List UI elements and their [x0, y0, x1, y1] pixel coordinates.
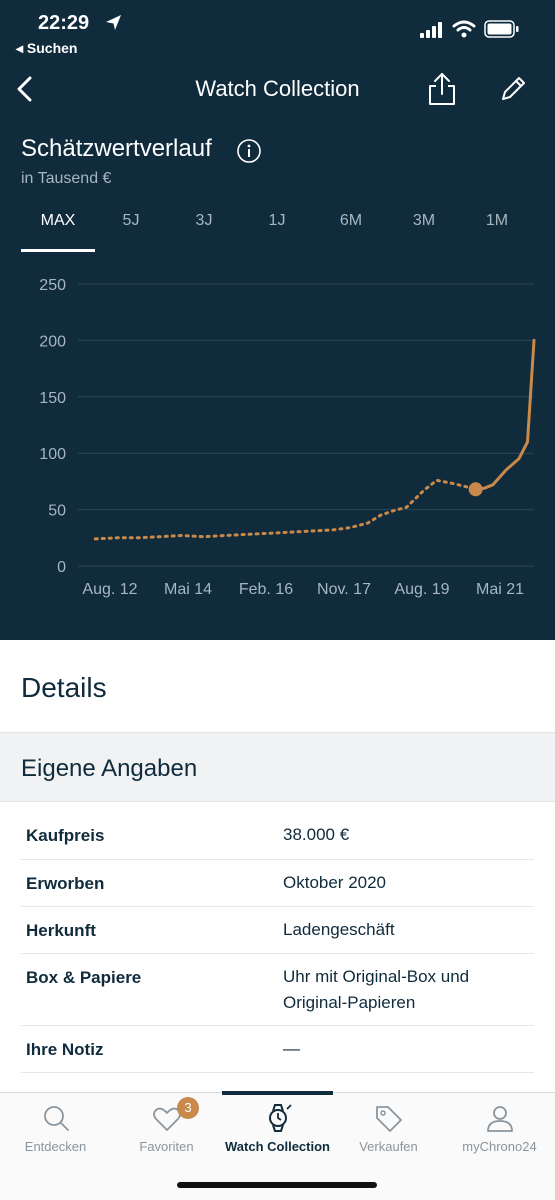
home-indicator [177, 1182, 377, 1188]
details-list: Kaufpreis 38.000 € Erworben Oktober 2020 Her… [21, 812, 534, 1073]
detail-value: Ladengeschäft [283, 920, 395, 939]
range-tab-3j[interactable]: 3J [195, 212, 213, 229]
actual-value-line [474, 338, 536, 491]
tag-icon [376, 1106, 402, 1132]
status-bar: 22:29 ◂ Suchen [0, 0, 555, 62]
y-tick-label: 250 [39, 277, 66, 294]
battery-icon [484, 20, 519, 38]
tab-label: Watch Collection [225, 1139, 330, 1154]
back-to-app-link[interactable]: ◂ Suchen [16, 40, 78, 56]
detail-row: Erworben Oktober 2020 [21, 860, 534, 907]
x-tick-label: Nov. 17 [317, 581, 371, 598]
purchase-point-marker [468, 482, 483, 497]
tab-label: Entdecken [24, 1139, 87, 1154]
value-history-chart[interactable]: 0 50 100 150 200 250 Aug. 12 Mai 14 Feb. 16 Nov. … [0, 262, 555, 612]
range-tab-max[interactable]: MAX [40, 212, 76, 229]
estimated-value-line [93, 478, 478, 541]
detail-row: Herkunft Ladengeschäft [21, 907, 534, 954]
detail-row: Kaufpreis 38.000 € [21, 812, 534, 860]
info-icon[interactable] [236, 138, 262, 164]
detail-label: Box & Papiere [26, 968, 142, 987]
x-tick-label: Mai 14 [164, 581, 212, 598]
tab-label: myChrono24 [462, 1139, 537, 1154]
y-tick-label: 150 [39, 390, 66, 407]
y-tick-label: 50 [48, 503, 66, 520]
x-tick-label: Aug. 19 [394, 581, 449, 598]
tab-entdecken[interactable]: Entdecken [0, 1093, 111, 1163]
tab-mychrono24[interactable]: myChrono24 [444, 1093, 555, 1163]
active-tab-indicator [222, 1091, 333, 1095]
active-range-underline [21, 249, 95, 252]
tab-label: Verkaufen [359, 1139, 418, 1154]
chart-unit-label: in Tausend € [21, 170, 112, 187]
location-arrow-icon [106, 15, 121, 30]
user-icon [487, 1106, 513, 1132]
section-title: Eigene Angaben [21, 755, 198, 782]
detail-row: Ihre Notiz — [21, 1026, 534, 1073]
y-tick-label: 200 [39, 333, 66, 350]
y-tick-label: 0 [57, 559, 66, 576]
search-icon [44, 1106, 69, 1131]
section-header: Eigene Angaben [0, 732, 555, 802]
detail-row: Box & Papiere Uhr mit Original-Box und Or… [21, 954, 534, 1026]
range-tab-5j[interactable]: 5J [122, 212, 140, 229]
range-tab-6m[interactable]: 6M [339, 212, 363, 229]
chart-panel: 22:29 ◂ Suchen Watch Collection [0, 0, 555, 640]
x-tick-label: Feb. 16 [239, 581, 293, 598]
tab-verkaufen[interactable]: Verkaufen [333, 1093, 444, 1163]
detail-value: — [283, 1039, 300, 1058]
range-tab-1m[interactable]: 1M [485, 212, 509, 229]
chart-title: Schätzwertverlauf [21, 135, 212, 162]
range-tab-1j[interactable]: 1J [268, 212, 286, 229]
detail-value: 38.000 € [283, 825, 350, 844]
time-range-tabs: MAX 5J 3J 1J 6M 3M 1M [0, 200, 555, 254]
detail-label: Erworben [26, 874, 105, 893]
favorites-count-badge: 3 [177, 1097, 199, 1119]
x-tick-label: Aug. 12 [82, 581, 137, 598]
page-title: Watch Collection [195, 76, 360, 101]
range-tab-3m[interactable]: 3M [412, 212, 436, 229]
y-tick-label: 100 [39, 446, 66, 463]
back-chevron-icon[interactable] [10, 72, 42, 106]
share-icon[interactable] [424, 70, 460, 108]
detail-label: Herkunft [26, 921, 96, 940]
wifi-icon [452, 20, 476, 38]
detail-label: Ihre Notiz [26, 1040, 104, 1059]
watch-icon [269, 1104, 292, 1132]
detail-label: Kaufpreis [26, 826, 105, 845]
x-tick-label: Mai 21 [476, 581, 524, 598]
tab-label: Favoriten [139, 1139, 194, 1154]
detail-value: Uhr mit Original-Box und Original-Papier… [283, 967, 470, 1012]
tab-watch-collection[interactable]: Watch Collection [222, 1093, 333, 1163]
cellular-signal-icon [420, 22, 442, 38]
details-heading: Details [21, 672, 107, 703]
status-time: 22:29 [38, 12, 90, 34]
tab-favoriten[interactable]: Favoriten 3 [111, 1093, 222, 1163]
edit-pencil-icon[interactable] [496, 72, 530, 106]
detail-value: Oktober 2020 [283, 873, 387, 892]
